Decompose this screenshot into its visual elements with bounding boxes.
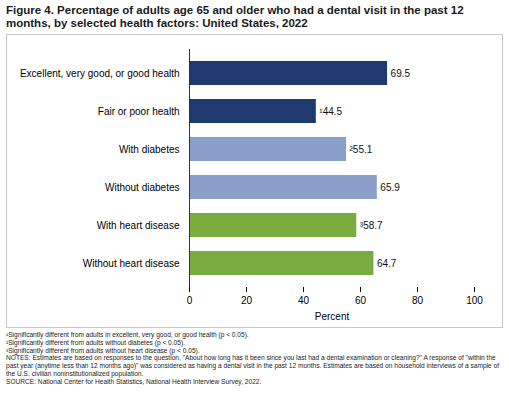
- html-text:³Significantly different from: ³Significantly different from adults wit…: [6, 346, 200, 354]
- svg-text:65.9: 65.9: [380, 182, 400, 193]
- html-text:Figure 4. Percentage of adults: Figure 4. Percentage of adults age 65 an…: [6, 4, 464, 29]
- svg-text:Without diabetes: Without diabetes: [105, 182, 180, 193]
- svg-text:With diabetes: With diabetes: [119, 144, 180, 155]
- svg-text:³58.7: ³58.7: [360, 220, 383, 231]
- html-text:SOURCE: National Center for He: SOURCE: National Center for Health Stati…: [6, 377, 262, 385]
- svg-text:60: 60: [355, 295, 367, 306]
- html-text:NOTES: Estimates are based on: NOTES: Estimates are based on responses …: [6, 354, 500, 377]
- svg-text:Fair or poor health: Fair or poor health: [98, 106, 180, 117]
- html-text:²Significantly different from: ²Significantly different from adults wit…: [6, 338, 185, 346]
- svg-text:With heart disease: With heart disease: [97, 220, 180, 231]
- svg-text:Without heart disease: Without heart disease: [83, 258, 180, 269]
- svg-text:80: 80: [412, 295, 424, 306]
- svg-text:20: 20: [241, 295, 253, 306]
- svg-text:0: 0: [187, 295, 193, 306]
- svg-text:¹44.5: ¹44.5: [319, 106, 342, 117]
- svg-text:69.5: 69.5: [391, 68, 411, 79]
- svg-text:Percent: Percent: [315, 311, 350, 322]
- svg-text:64.7: 64.7: [377, 258, 397, 269]
- html-text:¹Significantly different from: ¹Significantly different from adults in …: [6, 331, 249, 338]
- svg-text:100: 100: [466, 295, 483, 306]
- svg-text:Excellent, very good, or good: Excellent, very good, or good health: [20, 68, 180, 79]
- svg-text:²55.1: ²55.1: [350, 144, 373, 155]
- svg-text:40: 40: [298, 295, 310, 306]
